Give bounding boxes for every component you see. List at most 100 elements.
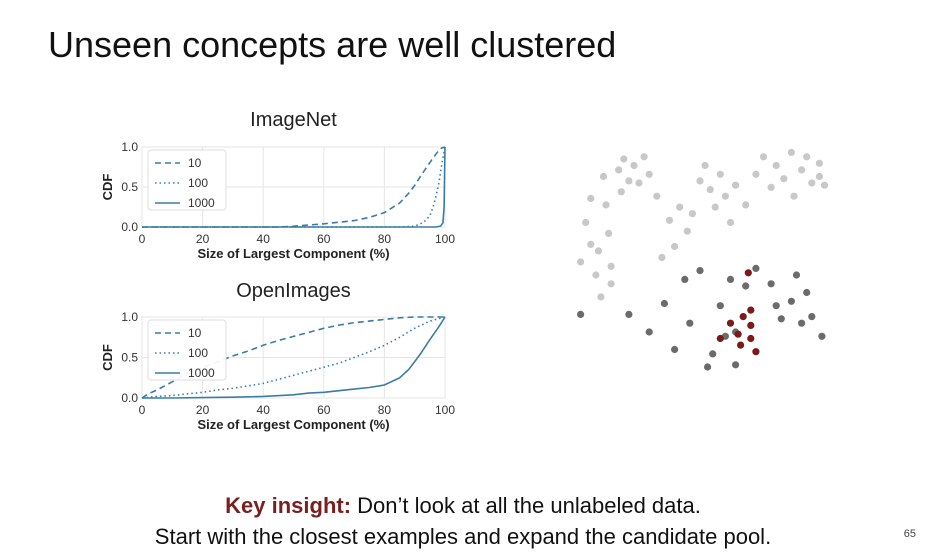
slide-title: Unseen concepts are well clustered bbox=[48, 24, 617, 65]
chart-title: ImageNet bbox=[250, 109, 337, 131]
scatter-point-far bbox=[630, 161, 638, 170]
scatter-point-near bbox=[792, 271, 801, 279]
scatter-point-far bbox=[726, 218, 735, 227]
scatter-point-far bbox=[732, 181, 740, 189]
scatter-point-far bbox=[594, 247, 602, 255]
scatter-point-near bbox=[808, 313, 816, 321]
scatter-point-far bbox=[620, 155, 628, 163]
x-tick-label: 0 bbox=[139, 232, 146, 246]
scatter-point-core bbox=[747, 306, 755, 314]
scatter-point-far bbox=[711, 203, 719, 211]
scatter-point-far bbox=[815, 159, 823, 167]
scatter-point-core bbox=[734, 330, 742, 338]
scatter-point-near bbox=[709, 350, 717, 358]
scatter-point-near bbox=[767, 280, 775, 288]
y-tick-label: 1.0 bbox=[121, 310, 138, 324]
scatter-point-far bbox=[617, 188, 625, 196]
x-tick-label: 20 bbox=[196, 403, 210, 417]
scatter-point-far bbox=[671, 242, 679, 251]
scatter-point-far bbox=[676, 203, 684, 211]
page-number: 65 bbox=[903, 528, 916, 540]
scatter-point-far bbox=[808, 179, 816, 187]
x-tick-label: 100 bbox=[435, 232, 455, 246]
scatter-point-near bbox=[645, 328, 653, 336]
scatter-point-near bbox=[798, 319, 806, 327]
scatter-point-near bbox=[696, 267, 704, 275]
scatter-point-near bbox=[660, 299, 668, 308]
scatter-point-near bbox=[787, 297, 795, 305]
legend-box bbox=[147, 149, 227, 211]
scatter-point-near bbox=[704, 363, 712, 371]
scatter-point-near bbox=[716, 302, 724, 310]
scatter-point-far bbox=[752, 170, 760, 178]
x-tick-label: 40 bbox=[257, 403, 271, 417]
scatter-point-far bbox=[582, 218, 590, 227]
scatter-point-far bbox=[688, 210, 696, 218]
scatter-point-far bbox=[815, 172, 823, 181]
x-tick-label: 80 bbox=[378, 232, 392, 246]
x-tick-label: 60 bbox=[317, 403, 331, 417]
scatter-point-far bbox=[706, 186, 714, 194]
scatter-point-far bbox=[653, 192, 661, 200]
scatter-point-far bbox=[645, 170, 653, 178]
x-axis-label: Size of Largest Component (%) bbox=[197, 417, 389, 432]
chart-title: OpenImages bbox=[236, 280, 351, 302]
y-tick-label: 0.5 bbox=[121, 351, 138, 365]
legend-label: 1000 bbox=[188, 366, 215, 380]
x-tick-label: 40 bbox=[257, 232, 271, 246]
scatter-point-far bbox=[790, 192, 798, 200]
scatter-point-far bbox=[602, 201, 610, 209]
legend-label: 100 bbox=[188, 346, 208, 360]
scatter-point-far bbox=[597, 293, 605, 301]
key-insight-label: Key insight: bbox=[225, 493, 352, 518]
scatter-point-far bbox=[701, 161, 709, 170]
y-axis-label: CDF bbox=[100, 174, 115, 201]
scatter-point-near bbox=[671, 345, 679, 354]
scatter-point-core bbox=[747, 334, 755, 343]
scatter-point-far bbox=[640, 153, 648, 161]
scatter-point-far bbox=[767, 183, 775, 191]
key-insight-line: Key insight: Don’t look at all the unlab… bbox=[0, 493, 926, 519]
scatter-point-far bbox=[721, 192, 729, 200]
series-line-1000 bbox=[142, 316, 446, 399]
key-insight-text: Don’t look at all the unlabeled data. bbox=[351, 493, 701, 518]
chart-0: ImageNet 0 20 40 60 80 100 0.0 0.5 1.0 Size of Lar… bbox=[100, 109, 455, 261]
scatter-point-far bbox=[635, 179, 643, 187]
scatter-point-far bbox=[587, 194, 595, 202]
scatter-point-near bbox=[732, 361, 740, 369]
scatter-point-far bbox=[592, 271, 600, 279]
scatter-point-near bbox=[577, 310, 585, 318]
key-insight-line-2: Start with the closest examples and expa… bbox=[154, 524, 772, 549]
scatter-point-far bbox=[787, 148, 795, 156]
x-tick-label: 20 bbox=[196, 232, 210, 246]
scatter-point-near bbox=[681, 275, 689, 283]
scatter-point-core bbox=[747, 321, 755, 329]
scatter-point-near bbox=[742, 282, 750, 290]
scatter-point-far bbox=[696, 177, 704, 185]
x-tick-label: 80 bbox=[378, 403, 392, 417]
y-axis-label: CDF bbox=[100, 344, 115, 371]
scatter-point-near bbox=[625, 310, 633, 318]
scatter-point-far bbox=[605, 229, 613, 237]
scatter-point-near bbox=[752, 264, 760, 272]
scatter-point-far bbox=[625, 177, 633, 185]
y-tick-label: 1.0 bbox=[121, 140, 138, 154]
scatter-point-far bbox=[607, 262, 615, 270]
scatter-point-near bbox=[818, 332, 826, 340]
scatter-point-far bbox=[803, 153, 811, 161]
scatter-point-far bbox=[820, 181, 829, 189]
scatter-point-far bbox=[587, 240, 595, 248]
scatter-point-core bbox=[716, 334, 724, 343]
scatter-point-far bbox=[780, 175, 788, 183]
scatter-point-far bbox=[716, 170, 724, 178]
series-line-1000 bbox=[142, 146, 446, 228]
scatter-point-core bbox=[737, 341, 745, 349]
scatter-point-near bbox=[772, 302, 780, 310]
cluster-scatter bbox=[577, 148, 829, 371]
chart-1: OpenImages 0 20 40 60 80 100 0.0 0.5 1.0 Size of L… bbox=[100, 280, 455, 432]
scatter-point-near bbox=[777, 315, 785, 323]
scatter-point-far bbox=[798, 166, 806, 174]
series-line-100 bbox=[141, 316, 446, 399]
scatter-point-near bbox=[803, 288, 811, 297]
scatter-point-far bbox=[665, 216, 674, 224]
